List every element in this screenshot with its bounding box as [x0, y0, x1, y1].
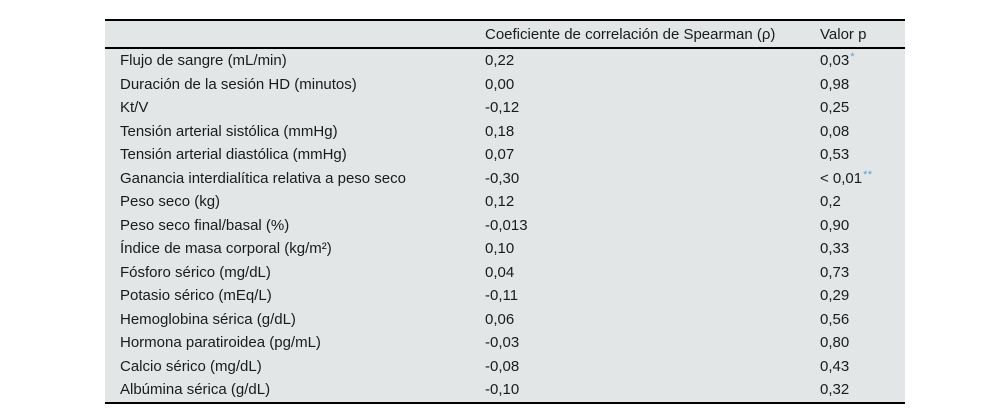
p-value: 0,29 — [820, 287, 850, 305]
table-row: Índice de masa corporal (kg/m²) 0,10 0,3… — [105, 237, 905, 261]
p-value-cell: 0,33 — [820, 237, 905, 261]
variable-label: Duración de la sesión HD (minutos) — [120, 75, 357, 93]
p-value-cell: 0,43 — [820, 355, 905, 379]
variable-label: Hemoglobina sérica (g/dL) — [120, 310, 296, 328]
p-value: 0,2 — [820, 193, 841, 211]
rho-value: 0,10 — [485, 240, 515, 258]
correlation-table: Coeficiente de correlación de Spearman (… — [105, 19, 905, 404]
p-value-cell: 0,73 — [820, 261, 905, 285]
variable-label: Hormona paratiroidea (pg/mL) — [120, 334, 321, 352]
table-body: Flujo de sangre (mL/min) 0,22 0,03* Dura… — [105, 48, 905, 403]
p-value-cell: 0,25 — [820, 96, 905, 120]
variable-label: Peso seco (kg) — [120, 193, 221, 211]
p-value: 0,90 — [820, 216, 850, 234]
header-row: Coeficiente de correlación de Spearman (… — [105, 20, 905, 49]
header-spearman-coefficient: Coeficiente de correlación de Spearman (… — [485, 20, 820, 49]
rho-value: -0,11 — [485, 287, 519, 305]
variable-label: Tensión arterial sistólica (mmHg) — [120, 122, 338, 140]
rho-value: -0,013 — [485, 216, 528, 234]
p-value-cell: 0,53 — [820, 143, 905, 167]
p-value-cell: < 0,01** — [820, 167, 905, 191]
p-value: 0,43 — [820, 357, 850, 375]
header-variable — [105, 20, 485, 49]
table-row: Peso seco (kg) 0,12 0,2 — [105, 190, 905, 214]
p-value: 0,32 — [820, 381, 850, 399]
p-value-cell: 0,2 — [820, 190, 905, 214]
rho-value: 0,12 — [485, 193, 515, 211]
table-head: Coeficiente de correlación de Spearman (… — [105, 20, 905, 49]
p-value: 0,73 — [820, 263, 850, 281]
variable-label: Calcio sérico (mg/dL) — [120, 357, 262, 375]
p-value-cell: 0,08 — [820, 120, 905, 144]
variable-label: Ganancia interdialítica relativa a peso … — [120, 169, 406, 187]
rho-value: -0,03 — [485, 334, 520, 352]
rho-value: 0,07 — [485, 146, 515, 164]
p-value: 0,08 — [820, 122, 850, 140]
p-value-cell: 0,98 — [820, 73, 905, 97]
rho-value: -0,08 — [485, 357, 520, 375]
rho-value: 0,06 — [485, 310, 515, 328]
variable-label: Potasio sérico (mEq/L) — [120, 287, 272, 305]
rho-value: -0,30 — [485, 169, 520, 187]
p-value: 0,56 — [820, 310, 850, 328]
table-row: Tensión arterial sistólica (mmHg) 0,18 0… — [105, 120, 905, 144]
rho-value: -0,10 — [485, 381, 520, 399]
table-row: Peso seco final/basal (%) -0,013 0,90 — [105, 214, 905, 238]
p-value: 0,33 — [820, 240, 850, 258]
p-value-cell: 0,56 — [820, 308, 905, 332]
variable-label: Peso seco final/basal (%) — [120, 216, 290, 234]
table-row: Hormona paratiroidea (pg/mL) -0,03 0,80 — [105, 331, 905, 355]
p-value-cell: 0,03* — [820, 48, 905, 73]
variable-label: Flujo de sangre (mL/min) — [120, 52, 287, 70]
p-value: 0,98 — [820, 75, 850, 93]
table-row: Tensión arterial diastólica (mmHg) 0,07 … — [105, 143, 905, 167]
significance-stars: ** — [863, 168, 873, 181]
table-row: Hemoglobina sérica (g/dL) 0,06 0,56 — [105, 308, 905, 332]
p-value-cell: 0,80 — [820, 331, 905, 355]
rho-value: 0,18 — [485, 122, 515, 140]
table-row: Albúmina sérica (g/dL) -0,10 0,32 — [105, 378, 905, 403]
p-value: 0,25 — [820, 99, 850, 117]
p-value: < 0,01 — [820, 169, 863, 187]
table-row: Potasio sérico (mEq/L) -0,11 0,29 — [105, 284, 905, 308]
variable-label: Índice de masa corporal (kg/m²) — [120, 240, 332, 258]
variable-label: Albúmina sérica (g/dL) — [120, 381, 271, 399]
variable-label: Tensión arterial diastólica (mmHg) — [120, 146, 347, 164]
table-row: Kt/V -0,12 0,25 — [105, 96, 905, 120]
p-value: 0,03 — [820, 52, 850, 70]
rho-value: 0,04 — [485, 263, 515, 281]
significance-stars: * — [850, 51, 855, 64]
table-row: Flujo de sangre (mL/min) 0,22 0,03* — [105, 48, 905, 73]
p-value-cell: 0,32 — [820, 378, 905, 403]
table-row: Ganancia interdialítica relativa a peso … — [105, 167, 905, 191]
p-value-cell: 0,90 — [820, 214, 905, 238]
rho-value: 0,22 — [485, 52, 515, 70]
rho-value: 0,00 — [485, 75, 515, 93]
header-p-value: Valor p — [820, 20, 905, 49]
p-value: 0,80 — [820, 334, 850, 352]
variable-label: Fósforo sérico (mg/dL) — [120, 263, 271, 281]
p-value: 0,53 — [820, 146, 850, 164]
rho-value: -0,12 — [485, 99, 520, 117]
p-value-cell: 0,29 — [820, 284, 905, 308]
variable-label: Kt/V — [120, 99, 149, 117]
table-row: Fósforo sérico (mg/dL) 0,04 0,73 — [105, 261, 905, 285]
table-row: Duración de la sesión HD (minutos) 0,00 … — [105, 73, 905, 97]
table-row: Calcio sérico (mg/dL) -0,08 0,43 — [105, 355, 905, 379]
